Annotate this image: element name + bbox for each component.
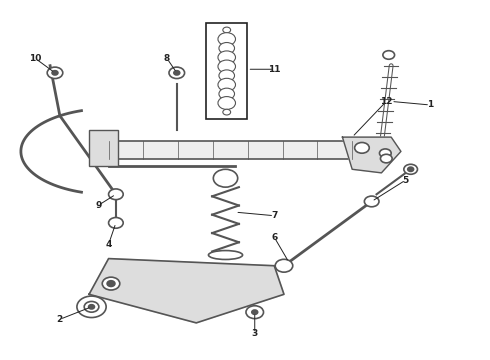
Circle shape — [219, 88, 235, 100]
Circle shape — [219, 42, 235, 54]
Text: 2: 2 — [57, 315, 63, 324]
Circle shape — [223, 109, 231, 115]
Circle shape — [47, 67, 63, 78]
Text: 1: 1 — [427, 100, 433, 109]
Text: 3: 3 — [252, 329, 258, 338]
Circle shape — [174, 71, 180, 75]
Text: 7: 7 — [271, 211, 277, 220]
Circle shape — [408, 167, 414, 171]
Bar — [99, 141, 367, 158]
Circle shape — [218, 60, 236, 73]
Circle shape — [52, 71, 58, 75]
Circle shape — [109, 217, 123, 228]
Circle shape — [109, 189, 123, 200]
Text: 12: 12 — [380, 97, 392, 106]
Circle shape — [383, 51, 394, 59]
Circle shape — [379, 149, 391, 157]
Circle shape — [219, 70, 235, 81]
Text: 6: 6 — [271, 233, 277, 242]
Bar — [206, 23, 247, 119]
Circle shape — [107, 281, 115, 287]
Polygon shape — [343, 137, 401, 173]
Ellipse shape — [208, 251, 243, 260]
Circle shape — [365, 196, 379, 207]
Circle shape — [169, 67, 185, 78]
Polygon shape — [89, 258, 284, 323]
Text: 4: 4 — [105, 240, 112, 249]
Circle shape — [89, 305, 95, 309]
Circle shape — [404, 164, 417, 174]
Circle shape — [84, 301, 99, 312]
Circle shape — [223, 27, 231, 33]
Text: 9: 9 — [96, 201, 102, 210]
Circle shape — [77, 296, 106, 318]
Circle shape — [218, 33, 236, 45]
Circle shape — [102, 277, 120, 290]
Circle shape — [218, 78, 236, 91]
Circle shape — [252, 310, 258, 314]
Circle shape — [275, 259, 293, 272]
Text: 8: 8 — [164, 54, 170, 63]
Bar — [89, 130, 118, 166]
Text: 5: 5 — [403, 176, 409, 185]
Circle shape — [213, 169, 238, 187]
Circle shape — [355, 143, 369, 153]
Circle shape — [246, 306, 264, 319]
Circle shape — [380, 154, 392, 163]
Text: 11: 11 — [268, 65, 280, 74]
Circle shape — [218, 51, 236, 64]
Circle shape — [218, 96, 236, 109]
Text: 10: 10 — [29, 54, 42, 63]
